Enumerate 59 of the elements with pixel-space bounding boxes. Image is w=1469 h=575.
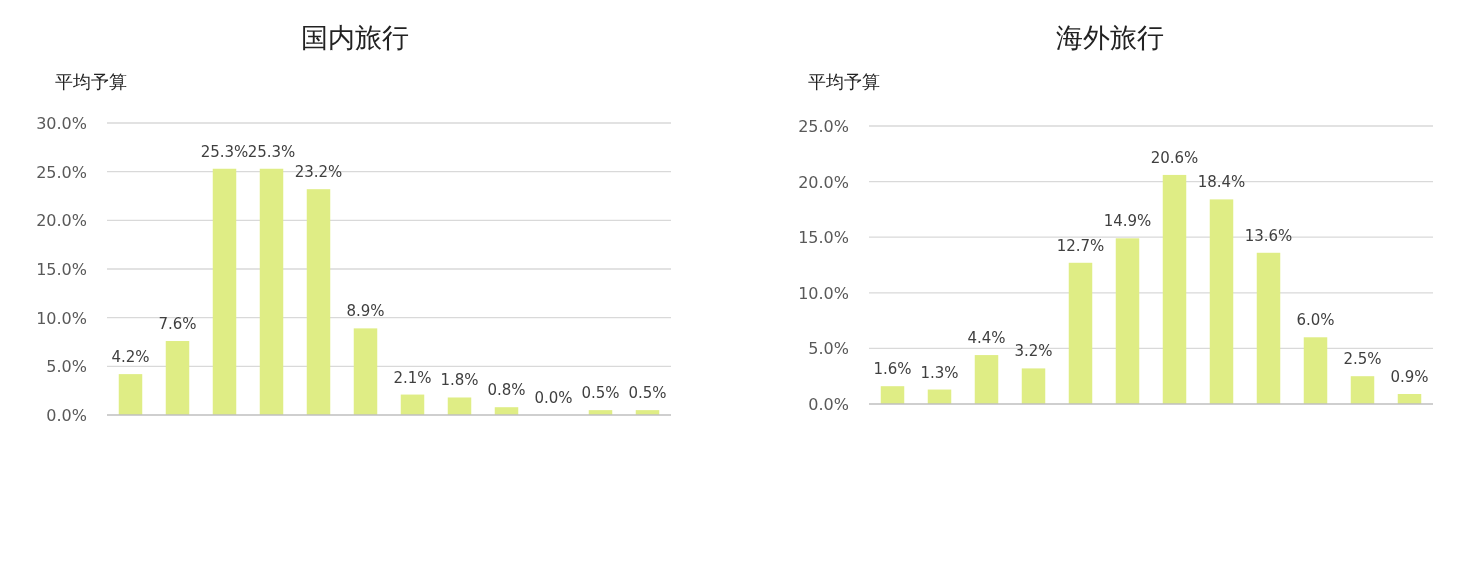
bar bbox=[1209, 199, 1234, 404]
data-label: 18.4% bbox=[1197, 173, 1246, 192]
y-tick-label: 10.0% bbox=[36, 308, 87, 328]
data-label: 0.5% bbox=[581, 384, 620, 403]
data-label: 7.6% bbox=[158, 315, 197, 334]
bar bbox=[353, 328, 378, 415]
y-tick-label: 5.0% bbox=[46, 357, 87, 377]
data-label: 0.8% bbox=[487, 381, 526, 400]
bar bbox=[212, 168, 237, 415]
data-label: 0.0% bbox=[534, 389, 573, 407]
data-label: 4.2% bbox=[111, 348, 150, 367]
bar bbox=[1021, 368, 1046, 404]
data-label: 2.1% bbox=[393, 368, 432, 387]
bar bbox=[1162, 174, 1187, 404]
chart-title: 国内旅行 bbox=[301, 22, 409, 53]
data-label: 1.8% bbox=[440, 371, 479, 390]
data-label: 0.5% bbox=[628, 384, 667, 403]
y-tick-label: 0.0% bbox=[808, 395, 849, 414]
bar bbox=[1115, 238, 1140, 404]
y-tick-label: 5.0% bbox=[808, 339, 849, 359]
data-label: 1.3% bbox=[920, 363, 959, 382]
bar bbox=[1256, 252, 1281, 404]
data-label: 25.3% bbox=[200, 142, 249, 161]
bar bbox=[306, 189, 331, 415]
y-tick-label: 20.0% bbox=[36, 211, 87, 231]
data-label: 3.2% bbox=[1014, 342, 1053, 361]
y-tick-label: 15.0% bbox=[36, 260, 87, 279]
bar bbox=[1350, 376, 1375, 404]
bar bbox=[165, 341, 190, 415]
data-label: 0.9% bbox=[1390, 367, 1429, 386]
bar bbox=[259, 168, 284, 415]
bar bbox=[1068, 262, 1093, 404]
bar bbox=[118, 374, 143, 415]
data-label: 8.9% bbox=[346, 302, 385, 321]
y-tick-label: 30.0% bbox=[36, 114, 87, 133]
y-tick-label: 0.0% bbox=[46, 406, 87, 425]
bar bbox=[880, 386, 905, 404]
y-tick-label: 20.0% bbox=[798, 172, 849, 192]
data-label: 13.6% bbox=[1244, 226, 1293, 245]
data-label: 1.6% bbox=[873, 360, 912, 379]
y-tick-label: 15.0% bbox=[798, 228, 849, 248]
data-label: 4.4% bbox=[967, 329, 1006, 348]
bar bbox=[1303, 337, 1328, 404]
bar bbox=[974, 355, 999, 404]
y-axis-title: 平均予算 bbox=[808, 71, 880, 92]
data-label: 2.5% bbox=[1343, 350, 1382, 369]
bar bbox=[400, 394, 425, 415]
bar bbox=[447, 397, 472, 415]
data-label: 25.3% bbox=[247, 142, 296, 161]
y-tick-label: 10.0% bbox=[798, 283, 849, 303]
chart-title: 海外旅行 bbox=[1056, 22, 1164, 53]
data-label: 23.2% bbox=[294, 163, 343, 182]
y-axis-title: 平均予算 bbox=[55, 71, 127, 92]
data-label: 6.0% bbox=[1296, 311, 1335, 330]
data-label: 14.9% bbox=[1103, 212, 1152, 231]
data-label: 12.7% bbox=[1056, 236, 1105, 255]
data-label: 20.6% bbox=[1150, 148, 1199, 167]
y-tick-label: 25.0% bbox=[798, 117, 849, 136]
y-tick-label: 25.0% bbox=[36, 162, 87, 182]
